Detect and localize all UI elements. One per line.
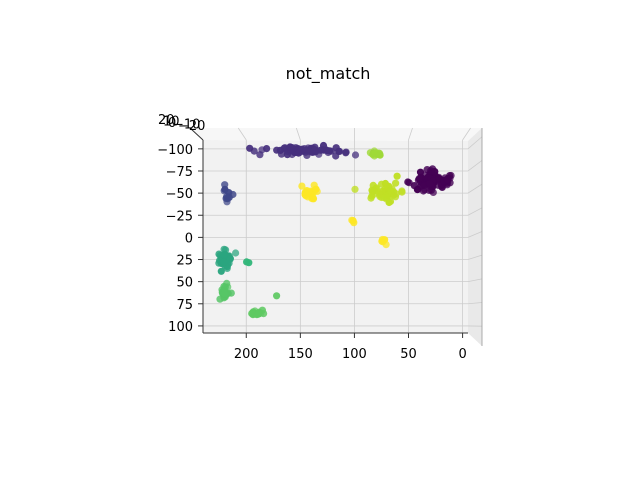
chart-title: not_match xyxy=(286,64,371,84)
scatter-point xyxy=(378,235,386,244)
scatter-point xyxy=(335,147,344,155)
z-tick-label: 10 xyxy=(163,115,180,130)
y-gridline-side xyxy=(467,160,483,172)
scatter-points xyxy=(215,141,455,319)
x-tick-label: 100 xyxy=(342,347,367,362)
scatter-point xyxy=(223,198,231,206)
scatter-point xyxy=(254,310,263,318)
scatter-point xyxy=(327,147,335,155)
scatter-point xyxy=(224,283,232,291)
scatter-point xyxy=(217,267,225,275)
y-gridline-side xyxy=(467,254,483,260)
scatter-point xyxy=(221,250,229,258)
scatter-point xyxy=(309,193,317,201)
y-axis-ticks: −100 −75 −50 −25 0 25 50 75 100 xyxy=(157,143,203,335)
y-tick-label: −75 xyxy=(166,165,193,180)
y-tick-label: −100 xyxy=(157,143,193,158)
x-tick-label: 150 xyxy=(288,347,313,362)
scatter-point xyxy=(286,143,294,151)
pane-right-wall xyxy=(468,128,482,346)
scatter-point xyxy=(431,168,439,176)
scatter-point xyxy=(375,191,383,199)
x-tick-label: 50 xyxy=(400,347,417,362)
y-gridline-side xyxy=(467,231,483,238)
scatter-point xyxy=(423,166,431,174)
scatter-point xyxy=(220,258,228,266)
y-tick-label: −25 xyxy=(166,209,193,224)
scatter-point xyxy=(370,187,378,195)
z-tick-label: 0 xyxy=(168,116,176,131)
axis-lines xyxy=(189,127,483,346)
scatter-point xyxy=(342,149,350,157)
scatter-point xyxy=(229,190,237,199)
pane-top-wall xyxy=(190,128,482,141)
y-gridline-side xyxy=(467,207,483,216)
scatter-point xyxy=(348,216,356,224)
scatter-point xyxy=(226,255,234,263)
scatter-point xyxy=(425,186,433,194)
scatter-point xyxy=(318,146,326,154)
y-gridline-side xyxy=(467,183,483,194)
scatter-point xyxy=(446,172,454,180)
scatter-point xyxy=(304,188,312,197)
scatter-point xyxy=(385,198,393,207)
y-gridline-side xyxy=(467,302,483,305)
scatter-point xyxy=(419,187,427,195)
y-tick-label: 75 xyxy=(176,298,193,313)
x-gridline-top xyxy=(237,127,247,141)
y-tick-label: 0 xyxy=(185,231,193,246)
x-tick-label: 200 xyxy=(234,347,259,362)
z-tick-label: 20 xyxy=(158,113,175,128)
scatter-point xyxy=(415,175,423,183)
scatter-point xyxy=(249,310,257,318)
scatter-point xyxy=(351,151,360,159)
scatter-point xyxy=(250,147,258,155)
scatter-point xyxy=(232,249,240,257)
x-axis-ticks: 200 150 100 50 0 xyxy=(234,333,467,362)
scatter-point xyxy=(351,185,359,193)
scatter-point xyxy=(313,187,321,195)
scatter-point xyxy=(295,149,303,157)
scatter-point xyxy=(311,146,319,154)
scatter-point xyxy=(392,179,400,187)
x-gridline-top xyxy=(462,127,471,141)
z-axis-line xyxy=(189,127,204,141)
scatter-point xyxy=(245,259,253,267)
y-gridline-side xyxy=(467,136,483,150)
y-tick-label: 100 xyxy=(168,320,193,335)
y-tick-label: 25 xyxy=(176,254,193,269)
scatter-point xyxy=(303,151,311,159)
z-tick-label: −10 xyxy=(173,118,200,133)
scatter-point xyxy=(382,241,390,249)
y-gridline-side xyxy=(467,278,483,283)
scatter-point xyxy=(404,178,412,186)
scatter-point xyxy=(426,180,434,188)
scatter-point xyxy=(221,181,229,189)
scatter-point xyxy=(298,182,306,190)
scatter-point xyxy=(389,191,397,199)
scatter-point xyxy=(220,289,229,297)
z-tick-label: −20 xyxy=(178,119,205,134)
x-tick-label: 0 xyxy=(458,347,466,362)
scatter-point xyxy=(276,146,284,154)
y-tick-label: −50 xyxy=(166,187,193,202)
scatter-point xyxy=(398,188,406,196)
scatter-point xyxy=(370,147,378,155)
scatter-point xyxy=(263,145,271,153)
y-tick-label: 50 xyxy=(176,276,193,291)
scatter-point xyxy=(393,172,401,180)
x-gridline-top xyxy=(408,127,413,141)
x-gridline-top xyxy=(295,127,301,141)
scatter-point xyxy=(273,292,281,300)
